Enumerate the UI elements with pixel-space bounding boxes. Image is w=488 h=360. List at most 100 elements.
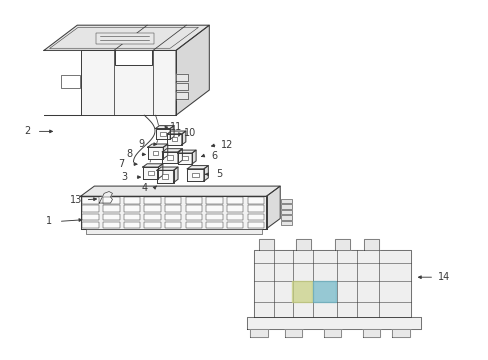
Bar [144,206,161,212]
Bar [123,206,140,212]
Polygon shape [176,25,209,115]
Bar [123,222,140,228]
Bar [103,206,119,212]
Bar [152,151,158,155]
Polygon shape [178,149,182,163]
Polygon shape [81,186,280,196]
Polygon shape [99,192,112,203]
Polygon shape [176,74,188,81]
Polygon shape [158,164,163,179]
Bar [281,210,291,214]
Polygon shape [142,164,163,167]
Bar [144,213,161,220]
Bar [192,173,198,177]
Bar [144,197,161,204]
Bar [206,197,222,204]
Polygon shape [292,281,311,302]
Polygon shape [44,50,176,115]
Bar [281,199,291,203]
Text: 11: 11 [169,122,182,132]
Bar [103,213,119,220]
Bar [103,197,119,204]
Polygon shape [176,83,188,90]
Polygon shape [177,153,192,164]
Bar [185,197,202,204]
Bar [82,206,99,212]
Bar [247,197,264,204]
Polygon shape [187,166,208,169]
Polygon shape [167,134,182,145]
Polygon shape [362,329,380,337]
Bar [160,132,165,136]
Bar [164,213,181,220]
Polygon shape [295,239,310,250]
Bar [206,206,222,212]
Polygon shape [254,250,410,317]
Polygon shape [44,25,209,50]
Bar [185,206,202,212]
Polygon shape [250,329,267,337]
Polygon shape [182,131,185,145]
Polygon shape [162,149,182,152]
Text: 7: 7 [118,159,124,169]
Bar [162,174,168,179]
Polygon shape [155,126,174,129]
Bar [226,197,243,204]
Bar [123,197,140,204]
Bar [103,222,119,228]
Bar [171,137,177,141]
Polygon shape [391,329,409,337]
Polygon shape [284,329,302,337]
Bar [226,206,243,212]
Text: 8: 8 [126,149,132,159]
Bar [167,156,173,160]
Polygon shape [259,239,273,250]
Bar [95,33,154,44]
Bar [281,221,291,225]
Text: 14: 14 [437,272,449,282]
Bar [147,171,153,175]
Polygon shape [246,317,420,329]
Text: 6: 6 [211,150,217,161]
Bar [226,213,243,220]
Polygon shape [176,92,188,99]
Bar [247,213,264,220]
Bar [206,222,222,228]
Bar [206,213,222,220]
Text: 12: 12 [221,140,233,150]
Bar [144,222,161,228]
Bar [82,213,99,220]
Polygon shape [170,126,174,139]
Polygon shape [147,144,167,147]
Bar [247,222,264,228]
Polygon shape [155,129,170,139]
Bar [61,75,80,88]
Bar [247,206,264,212]
Polygon shape [266,186,280,229]
Bar [82,222,99,228]
Polygon shape [334,239,349,250]
Polygon shape [312,281,336,302]
Polygon shape [177,150,196,153]
Polygon shape [167,131,185,134]
Text: 10: 10 [183,128,196,138]
Bar [226,222,243,228]
Text: 1: 1 [46,216,52,226]
Polygon shape [157,167,178,170]
Polygon shape [323,329,341,337]
Bar [164,197,181,204]
Polygon shape [162,152,178,163]
Bar [82,197,99,204]
Text: 2: 2 [24,126,30,136]
Polygon shape [142,167,158,179]
Polygon shape [203,166,208,181]
Polygon shape [187,169,203,181]
Bar [185,213,202,220]
Bar [185,222,202,228]
Text: 4: 4 [141,183,147,193]
Bar [164,222,181,228]
Text: 5: 5 [216,169,222,179]
Text: 9: 9 [139,139,144,149]
Polygon shape [147,147,163,159]
Bar [123,213,140,220]
